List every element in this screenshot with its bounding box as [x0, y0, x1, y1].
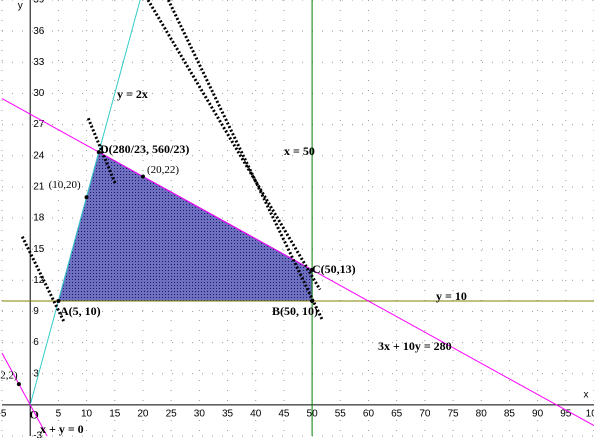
- line: [1, 352, 48, 437]
- line-label: x = 50: [284, 144, 315, 158]
- y-tick-label: 15: [33, 244, 45, 255]
- line-label: y = 2x: [117, 87, 148, 101]
- x-tick-label: 10: [81, 408, 93, 419]
- vertex: [310, 299, 315, 304]
- x-tick-label: 30: [194, 408, 206, 419]
- y-tick-label: 18: [33, 213, 45, 224]
- x-tick-label: 20: [137, 408, 149, 419]
- x-tick-label: 15: [109, 408, 121, 419]
- y-tick-label: 3: [33, 368, 39, 379]
- vertex: [56, 299, 61, 304]
- x-tick-label: 5: [56, 408, 62, 419]
- line: [166, 0, 324, 321]
- y-tick-label: 6: [33, 337, 39, 348]
- vertex: [96, 150, 101, 155]
- y-tick-label: 39: [33, 0, 45, 6]
- line-label: 3x + 10y = 280: [378, 339, 452, 353]
- x-tick-label: 25: [166, 408, 178, 419]
- point: [140, 174, 145, 179]
- x-tick-label: 35: [222, 408, 234, 419]
- x-tick-label: 80: [476, 408, 488, 419]
- x-tick-label: 85: [504, 408, 516, 419]
- y-tick-label: 12: [33, 275, 45, 286]
- y-tick-label: 27: [33, 119, 45, 130]
- y-tick-label: 33: [33, 57, 45, 68]
- x-tick-label: 100: [586, 408, 594, 419]
- point: [16, 382, 21, 387]
- vertex-label: A(5, 10): [60, 304, 101, 318]
- y-tick-label: 30: [33, 88, 45, 99]
- line-label: y = 10: [436, 289, 467, 303]
- line-label: x + y = 0: [40, 422, 84, 436]
- x-tick-label: 90: [532, 408, 544, 419]
- y-tick-label: 24: [33, 150, 45, 161]
- x-tick-label: 70: [419, 408, 431, 419]
- y-tick-label: 21: [33, 181, 45, 192]
- point-label: (10,20): [49, 179, 81, 191]
- x-tick-label: -5: [0, 408, 7, 419]
- x-tick-label: 65: [391, 408, 403, 419]
- line: [29, 0, 141, 405]
- point-label: (-2,2): [0, 370, 18, 382]
- y-tick-label: 9: [33, 306, 39, 317]
- vertex: [310, 267, 315, 272]
- line: [146, 0, 322, 291]
- point-label: (20,22): [147, 164, 179, 176]
- vertex-label: D(280/23, 560/23): [100, 142, 189, 156]
- line: [1, 98, 594, 427]
- x-tick-label: 60: [363, 408, 375, 419]
- y-tick-label: 36: [33, 26, 45, 37]
- vertex-label: C(50,13): [312, 262, 356, 276]
- y-tick-label: -3: [33, 431, 42, 438]
- x-tick-label: 55: [335, 408, 347, 419]
- x-tick-label: 95: [560, 408, 572, 419]
- x-tick-label: 40: [250, 408, 262, 419]
- x-tick-label: 45: [278, 408, 290, 419]
- point: [84, 195, 89, 200]
- origin-label: O: [30, 408, 39, 422]
- x-tick-label: 75: [447, 408, 459, 419]
- vertex-label: B(50, 10): [272, 304, 318, 318]
- x-axis-label: x: [584, 389, 589, 400]
- y-axis-label: y: [18, 1, 23, 12]
